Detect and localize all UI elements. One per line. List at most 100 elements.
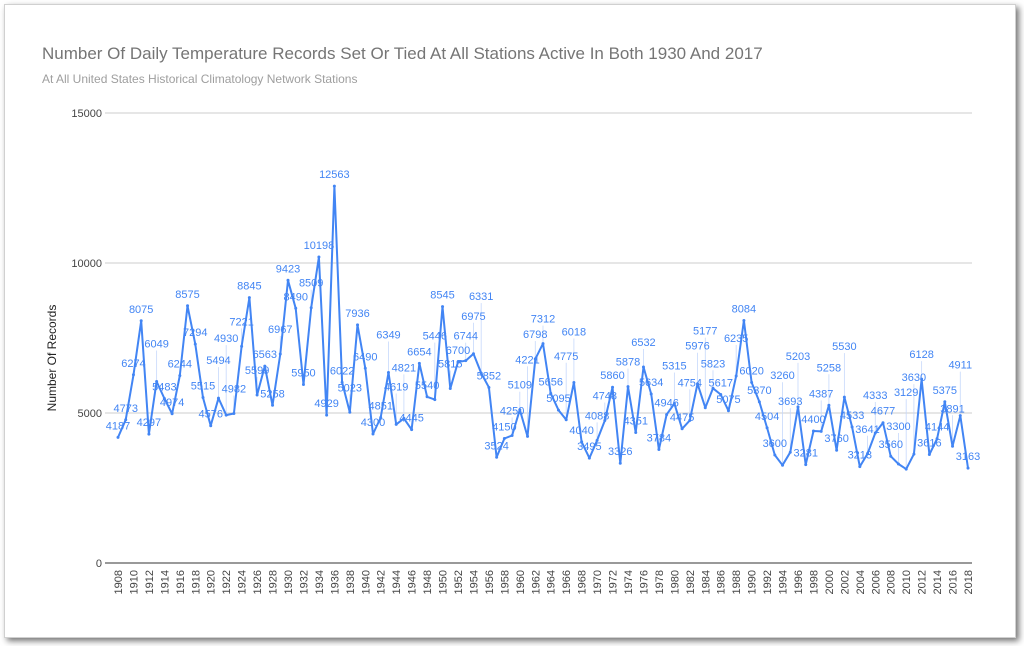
data-label: 4445 [399,413,423,425]
x-tick-label: 1988 [731,570,743,594]
data-point [363,366,367,370]
data-label: 6022 [330,365,354,377]
data-point [309,306,313,310]
data-point [781,463,785,467]
data-label: 3495 [577,441,601,453]
data-label: 6654 [407,346,431,358]
x-tick-label: 1920 [206,570,218,594]
data-point [827,403,831,407]
chart-subtitle: At All United States Historical Climatol… [42,72,358,86]
data-point [626,385,630,389]
data-point [526,434,530,438]
data-point [255,393,259,397]
x-tick-label: 1954 [468,570,480,594]
data-label: 5617 [708,378,732,390]
data-point [750,380,754,384]
data-point [564,418,568,422]
data-label: 4946 [654,398,678,410]
data-point [502,437,506,440]
data-point [587,456,591,460]
data-point [611,385,615,389]
data-label: 6798 [523,329,547,341]
data-label: 8490 [283,291,307,303]
x-tick-label: 1910 [128,570,140,594]
x-tick-label: 1946 [407,570,419,594]
data-label: 4851 [368,401,392,413]
data-point [162,397,166,401]
data-point [734,374,738,378]
x-tick-label: 2002 [839,570,851,594]
data-point [634,430,638,434]
x-tick-label: 1968 [577,570,589,594]
data-label: 8845 [237,281,261,293]
data-point [116,435,120,439]
data-point [209,424,213,428]
data-label: 4929 [314,398,338,410]
data-label: 4775 [554,351,578,363]
data-label: 9423 [276,263,300,275]
x-tick-label: 1980 [669,570,681,594]
data-point [131,373,135,377]
data-label: 6975 [461,311,485,323]
data-label: 5177 [693,326,717,338]
data-label: 4576 [198,409,222,421]
data-label: 5446 [423,331,447,343]
data-label: 4974 [160,397,184,409]
data-point [433,398,437,402]
data-label: 6235 [724,333,748,345]
data-point [742,318,746,322]
data-point [881,421,885,425]
data-label: 6563 [253,349,277,361]
data-label: 6020 [739,365,763,377]
data-label: 5823 [701,358,725,370]
data-label: 5375 [933,385,957,397]
data-point [696,382,700,386]
data-point [317,255,321,259]
data-label: 4040 [569,425,593,437]
data-label: 4748 [593,391,617,403]
x-tick-label: 1934 [314,570,326,594]
data-label: 3616 [917,438,941,450]
data-label: 4982 [222,384,246,396]
data-point [641,365,645,369]
x-tick-label: 2010 [901,570,913,594]
data-point [139,319,143,323]
data-label: 4400 [801,414,825,426]
data-label: 4351 [623,416,647,428]
data-point [549,391,553,395]
x-tick-label: 2014 [932,570,944,594]
data-label: 8075 [129,304,153,316]
data-label: 5860 [600,370,624,382]
x-tick-label: 1944 [391,570,403,594]
data-point [757,400,761,404]
data-point [232,412,236,416]
data-label: 8084 [732,304,756,316]
data-label: 4187 [106,420,130,432]
x-tick-label: 1976 [638,570,650,594]
x-tick-label: 1940 [360,570,372,594]
data-point [441,305,445,309]
y-tick-label: 15000 [71,108,102,120]
data-label: 4475 [670,412,694,424]
data-point [850,425,854,429]
data-point [170,412,174,416]
data-label: 5258 [817,362,841,374]
data-point [394,422,398,426]
data-label: 4333 [863,390,887,402]
data-point [124,418,128,422]
data-label: 4754 [678,377,702,389]
data-point [371,432,375,436]
data-point [796,405,800,409]
data-point [379,415,383,419]
data-point [348,410,352,414]
data-label: 5109 [508,380,532,392]
data-label: 4504 [755,411,779,423]
data-label: 4300 [361,417,385,429]
data-point [410,428,414,432]
data-point [448,387,452,391]
data-label: 5315 [662,361,686,373]
x-tick-label: 2000 [824,570,836,594]
data-point [402,416,406,420]
data-point [935,437,939,441]
data-point [618,461,622,465]
